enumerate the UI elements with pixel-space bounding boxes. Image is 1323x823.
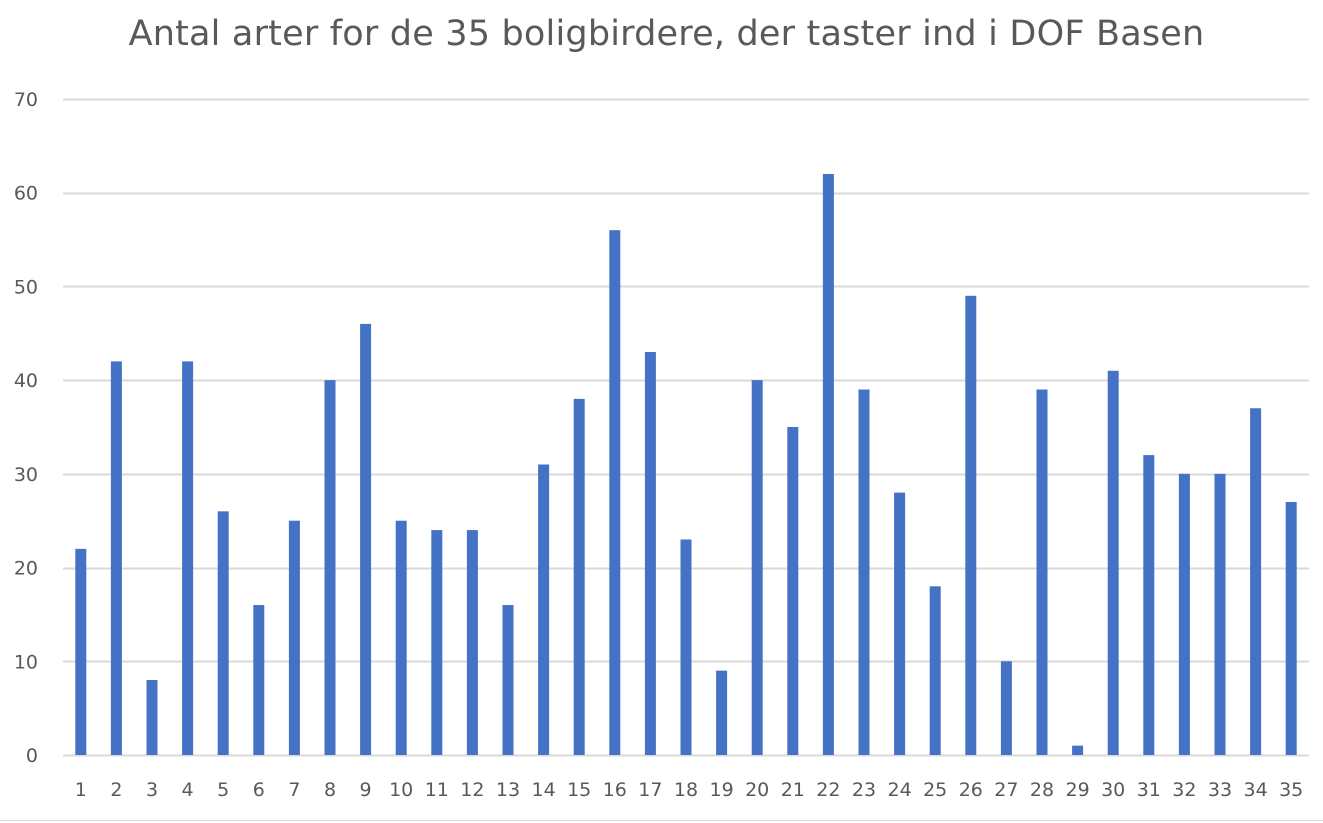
bar-32 (1178, 473, 1190, 755)
x-tick-label: 1 (75, 779, 87, 801)
x-tick-label: 3 (146, 779, 158, 801)
bar-26 (965, 295, 977, 755)
x-tick-label: 4 (182, 779, 194, 801)
x-tick-label: 7 (288, 779, 300, 801)
bar-12 (466, 530, 478, 755)
x-axis-ticks: 1 2 3 4 5 6 7 8 9 10 11 12 13 14 15 16 17 18 19 20 21 22 23 24 2… (75, 779, 1304, 801)
bars (75, 173, 1297, 756)
x-tick-label: 18 (674, 779, 698, 801)
bar-15 (573, 398, 585, 755)
x-tick-label: 5 (217, 779, 229, 801)
x-tick-label: 33 (1208, 779, 1232, 801)
bar-2 (110, 361, 122, 755)
y-tick-label: 40 (14, 370, 38, 392)
x-tick-label: 28 (1030, 779, 1054, 801)
bar-16 (609, 230, 621, 755)
chart-title: Antal arter for de 35 boligbirdere, der … (128, 14, 1205, 54)
bar-23 (858, 389, 870, 755)
bar-24 (894, 492, 906, 755)
x-tick-label: 21 (781, 779, 805, 801)
x-tick-label: 24 (888, 779, 912, 801)
x-tick-label: 32 (1172, 779, 1196, 801)
bar-29 (1072, 745, 1084, 755)
x-tick-label: 30 (1101, 779, 1125, 801)
x-tick-label: 10 (389, 779, 413, 801)
y-axis-ticks: 0 10 20 30 40 50 60 70 (14, 89, 38, 767)
bar-1 (75, 548, 87, 755)
bar-11 (431, 530, 443, 755)
bar-30 (1107, 370, 1119, 755)
bar-31 (1143, 455, 1155, 755)
bar-10 (395, 520, 407, 755)
bar-4 (182, 361, 194, 755)
bar-22 (822, 173, 834, 756)
x-tick-label: 20 (745, 779, 769, 801)
bar-28 (1036, 389, 1048, 755)
x-tick-label: 8 (324, 779, 336, 801)
y-tick-label: 30 (14, 464, 38, 486)
x-tick-label: 12 (460, 779, 484, 801)
bar-9 (360, 323, 372, 755)
x-tick-label: 15 (567, 779, 591, 801)
y-tick-label: 0 (26, 745, 38, 767)
bar-13 (502, 605, 514, 755)
x-tick-label: 14 (532, 779, 556, 801)
x-tick-label: 35 (1279, 779, 1303, 801)
bar-17 (644, 352, 656, 755)
y-tick-label: 50 (14, 276, 38, 298)
bar-33 (1214, 473, 1226, 755)
bar-34 (1250, 408, 1262, 755)
x-tick-label: 6 (253, 779, 265, 801)
bar-8 (324, 380, 336, 755)
bar-27 (1000, 661, 1012, 755)
bar-7 (288, 520, 300, 755)
bar-19 (716, 670, 728, 755)
x-tick-label: 22 (816, 779, 840, 801)
y-tick-label: 70 (14, 89, 38, 111)
bar-18 (680, 539, 692, 755)
x-tick-label: 23 (852, 779, 876, 801)
bar-25 (929, 586, 941, 755)
x-tick-label: 11 (425, 779, 449, 801)
bar-6 (253, 605, 265, 755)
bar-14 (538, 464, 550, 755)
y-tick-label: 10 (14, 651, 38, 673)
x-tick-label: 34 (1244, 779, 1268, 801)
x-tick-label: 2 (110, 779, 122, 801)
x-tick-label: 26 (959, 779, 983, 801)
chart-bottom-border (0, 820, 1323, 821)
x-tick-label: 16 (603, 779, 627, 801)
x-tick-label: 29 (1066, 779, 1090, 801)
x-tick-label: 17 (638, 779, 662, 801)
bar-3 (146, 680, 158, 755)
x-tick-label: 19 (710, 779, 734, 801)
x-tick-label: 13 (496, 779, 520, 801)
y-tick-label: 60 (14, 183, 38, 205)
y-tick-label: 20 (14, 558, 38, 580)
x-tick-label: 27 (994, 779, 1018, 801)
bar-21 (787, 427, 799, 755)
x-tick-label: 9 (360, 779, 372, 801)
x-tick-label: 25 (923, 779, 947, 801)
bar-35 (1285, 501, 1297, 755)
bar-5 (217, 511, 229, 755)
x-tick-label: 31 (1137, 779, 1161, 801)
bar-20 (751, 380, 763, 755)
